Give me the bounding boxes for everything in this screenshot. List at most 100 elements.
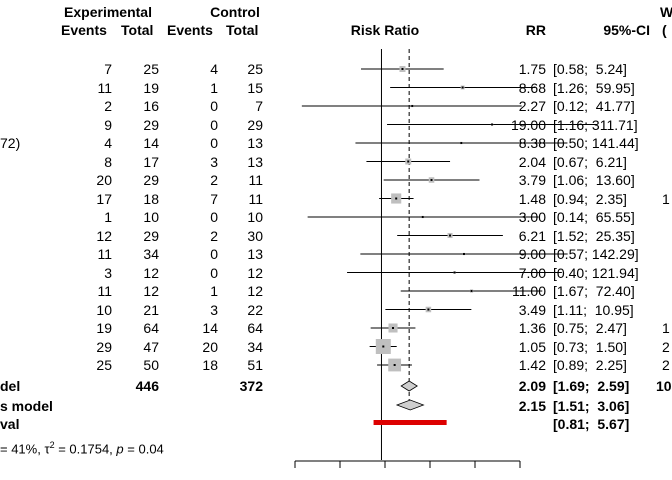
ctrl-total: 51 — [247, 357, 263, 373]
exp-events: 8 — [104, 153, 112, 170]
ctrl-events: 0 — [210, 246, 218, 262]
study-rr: 2.04 — [518, 153, 546, 170]
study-rr: 3.49 — [518, 301, 546, 318]
exp-events: 25 — [96, 357, 112, 373]
exp-events: 29 — [96, 338, 112, 355]
exp-events: 11 — [97, 246, 112, 262]
exp-total: 19 — [143, 79, 159, 96]
study-point-estimate — [392, 327, 395, 329]
study-rr: 6.21 — [518, 227, 546, 244]
exp-events: 3 — [104, 264, 112, 281]
exp-total: 64 — [143, 320, 159, 336]
random-effects-diamond — [395, 399, 425, 411]
ctrl-total: 13 — [247, 135, 263, 151]
ctrl-events: 0 — [210, 116, 218, 133]
study-point-estimate — [430, 179, 433, 181]
study-ci: [0.67; 6.21] — [553, 153, 627, 170]
exp-total: 29 — [143, 116, 159, 133]
ctrl-total: 11 — [248, 172, 263, 188]
ctrl-total: 22 — [247, 301, 263, 318]
exp-total: 10 — [143, 209, 159, 225]
prediction-ci: [0.81; 5.67] — [553, 416, 630, 432]
ctrl-events: 1 — [210, 79, 218, 96]
study-ci: [1.52; 25.35] — [553, 227, 635, 244]
exp-total: 47 — [143, 338, 159, 355]
prediction-interval-bar — [373, 420, 447, 425]
exp-events: 19 — [96, 320, 112, 336]
header-experimental: Experimental — [64, 4, 152, 20]
study-weight: 1 — [662, 320, 670, 336]
ctrl-events: 1 — [210, 283, 218, 299]
ctrl-total: 10 — [247, 209, 263, 225]
study-ci: [0.57; 142.29] — [553, 246, 639, 262]
header-ctrl-events: Events — [167, 22, 213, 38]
exp-total: 29 — [143, 172, 159, 188]
ctrl-total: 12 — [247, 264, 263, 281]
common-rr: 2.09 — [518, 378, 546, 394]
common-ctrl-total: 372 — [239, 378, 263, 394]
ctrl-events: 0 — [210, 209, 218, 225]
exp-total: 17 — [143, 153, 159, 170]
study-ci: [0.94; 2.35] — [553, 190, 627, 207]
study-weight: 2 — [662, 357, 670, 373]
exp-total: 34 — [143, 246, 159, 262]
common-weight: 10 — [656, 378, 672, 394]
ctrl-total: 15 — [247, 79, 263, 96]
header-exp-events: Events — [61, 22, 107, 38]
study-weight: 1 — [662, 190, 670, 207]
heterogeneity-tau-symbol: τ — [44, 441, 50, 457]
ctrl-events: 18 — [202, 357, 218, 373]
header-control: Control — [210, 4, 260, 20]
common-ci: [1.69; 2.59] — [553, 378, 630, 394]
ctrl-events: 0 — [210, 135, 218, 151]
ctrl-total: 11 — [248, 190, 263, 207]
exp-events: 2 — [104, 98, 112, 114]
study-point-estimate — [470, 290, 473, 292]
study-ci: [0.40; 121.94] — [553, 264, 639, 281]
study-point-estimate — [393, 364, 396, 366]
study-ci: [0.58; 5.24] — [553, 61, 627, 77]
heterogeneity-p-symbol: p — [116, 441, 124, 457]
random-ci: [1.51; 3.06] — [553, 398, 630, 414]
study-point-estimate — [461, 86, 464, 89]
ctrl-total: 25 — [247, 61, 263, 77]
study-weight: 2 — [662, 338, 670, 355]
ctrl-events: 7 — [210, 190, 218, 207]
prediction-interval-label: val — [0, 416, 20, 432]
study-rr: 1.75 — [518, 61, 546, 77]
exp-total: 21 — [143, 301, 159, 318]
ctrl-events: 20 — [202, 338, 218, 355]
study-point-estimate — [382, 345, 385, 348]
exp-total: 50 — [143, 357, 159, 373]
heterogeneity-p-value: = 0.04 — [123, 441, 164, 457]
exp-events: 12 — [96, 227, 112, 244]
exp-events: 9 — [104, 116, 112, 133]
ctrl-events: 0 — [210, 98, 218, 114]
common-effect-label: del — [0, 378, 21, 394]
ctrl-events: 4 — [210, 61, 218, 77]
common-effect-diamond — [400, 380, 418, 392]
ctrl-total: 29 — [247, 116, 263, 133]
heterogeneity-text: = 41%, τ2 = 0.1754, p = 0.04 — [0, 437, 164, 457]
exp-events: 11 — [97, 283, 112, 299]
study-point-estimate — [491, 123, 494, 126]
study-point-estimate — [427, 308, 430, 311]
study-ci: [1.11; 10.95] — [553, 301, 634, 318]
ctrl-events: 3 — [210, 301, 218, 318]
exp-events: 1 — [104, 209, 112, 225]
study-rr: 3.79 — [518, 172, 546, 188]
header-weight-top: W — [660, 4, 672, 20]
study-rr: 2.27 — [518, 98, 546, 114]
study-ci: [0.12; 41.77] — [553, 98, 635, 114]
study-point-estimate — [449, 234, 452, 237]
heterogeneity-tau-sup: 2 — [49, 440, 55, 450]
study-rr: 1.42 — [518, 357, 546, 373]
exp-total: 14 — [143, 135, 159, 151]
ctrl-total: 13 — [247, 246, 263, 262]
study-rr: 1.36 — [518, 320, 546, 336]
exp-events: 10 — [96, 301, 112, 318]
study-label: 72) — [0, 135, 21, 151]
study-rr: 1.05 — [518, 338, 546, 355]
header-exp-total: Total — [121, 22, 154, 38]
